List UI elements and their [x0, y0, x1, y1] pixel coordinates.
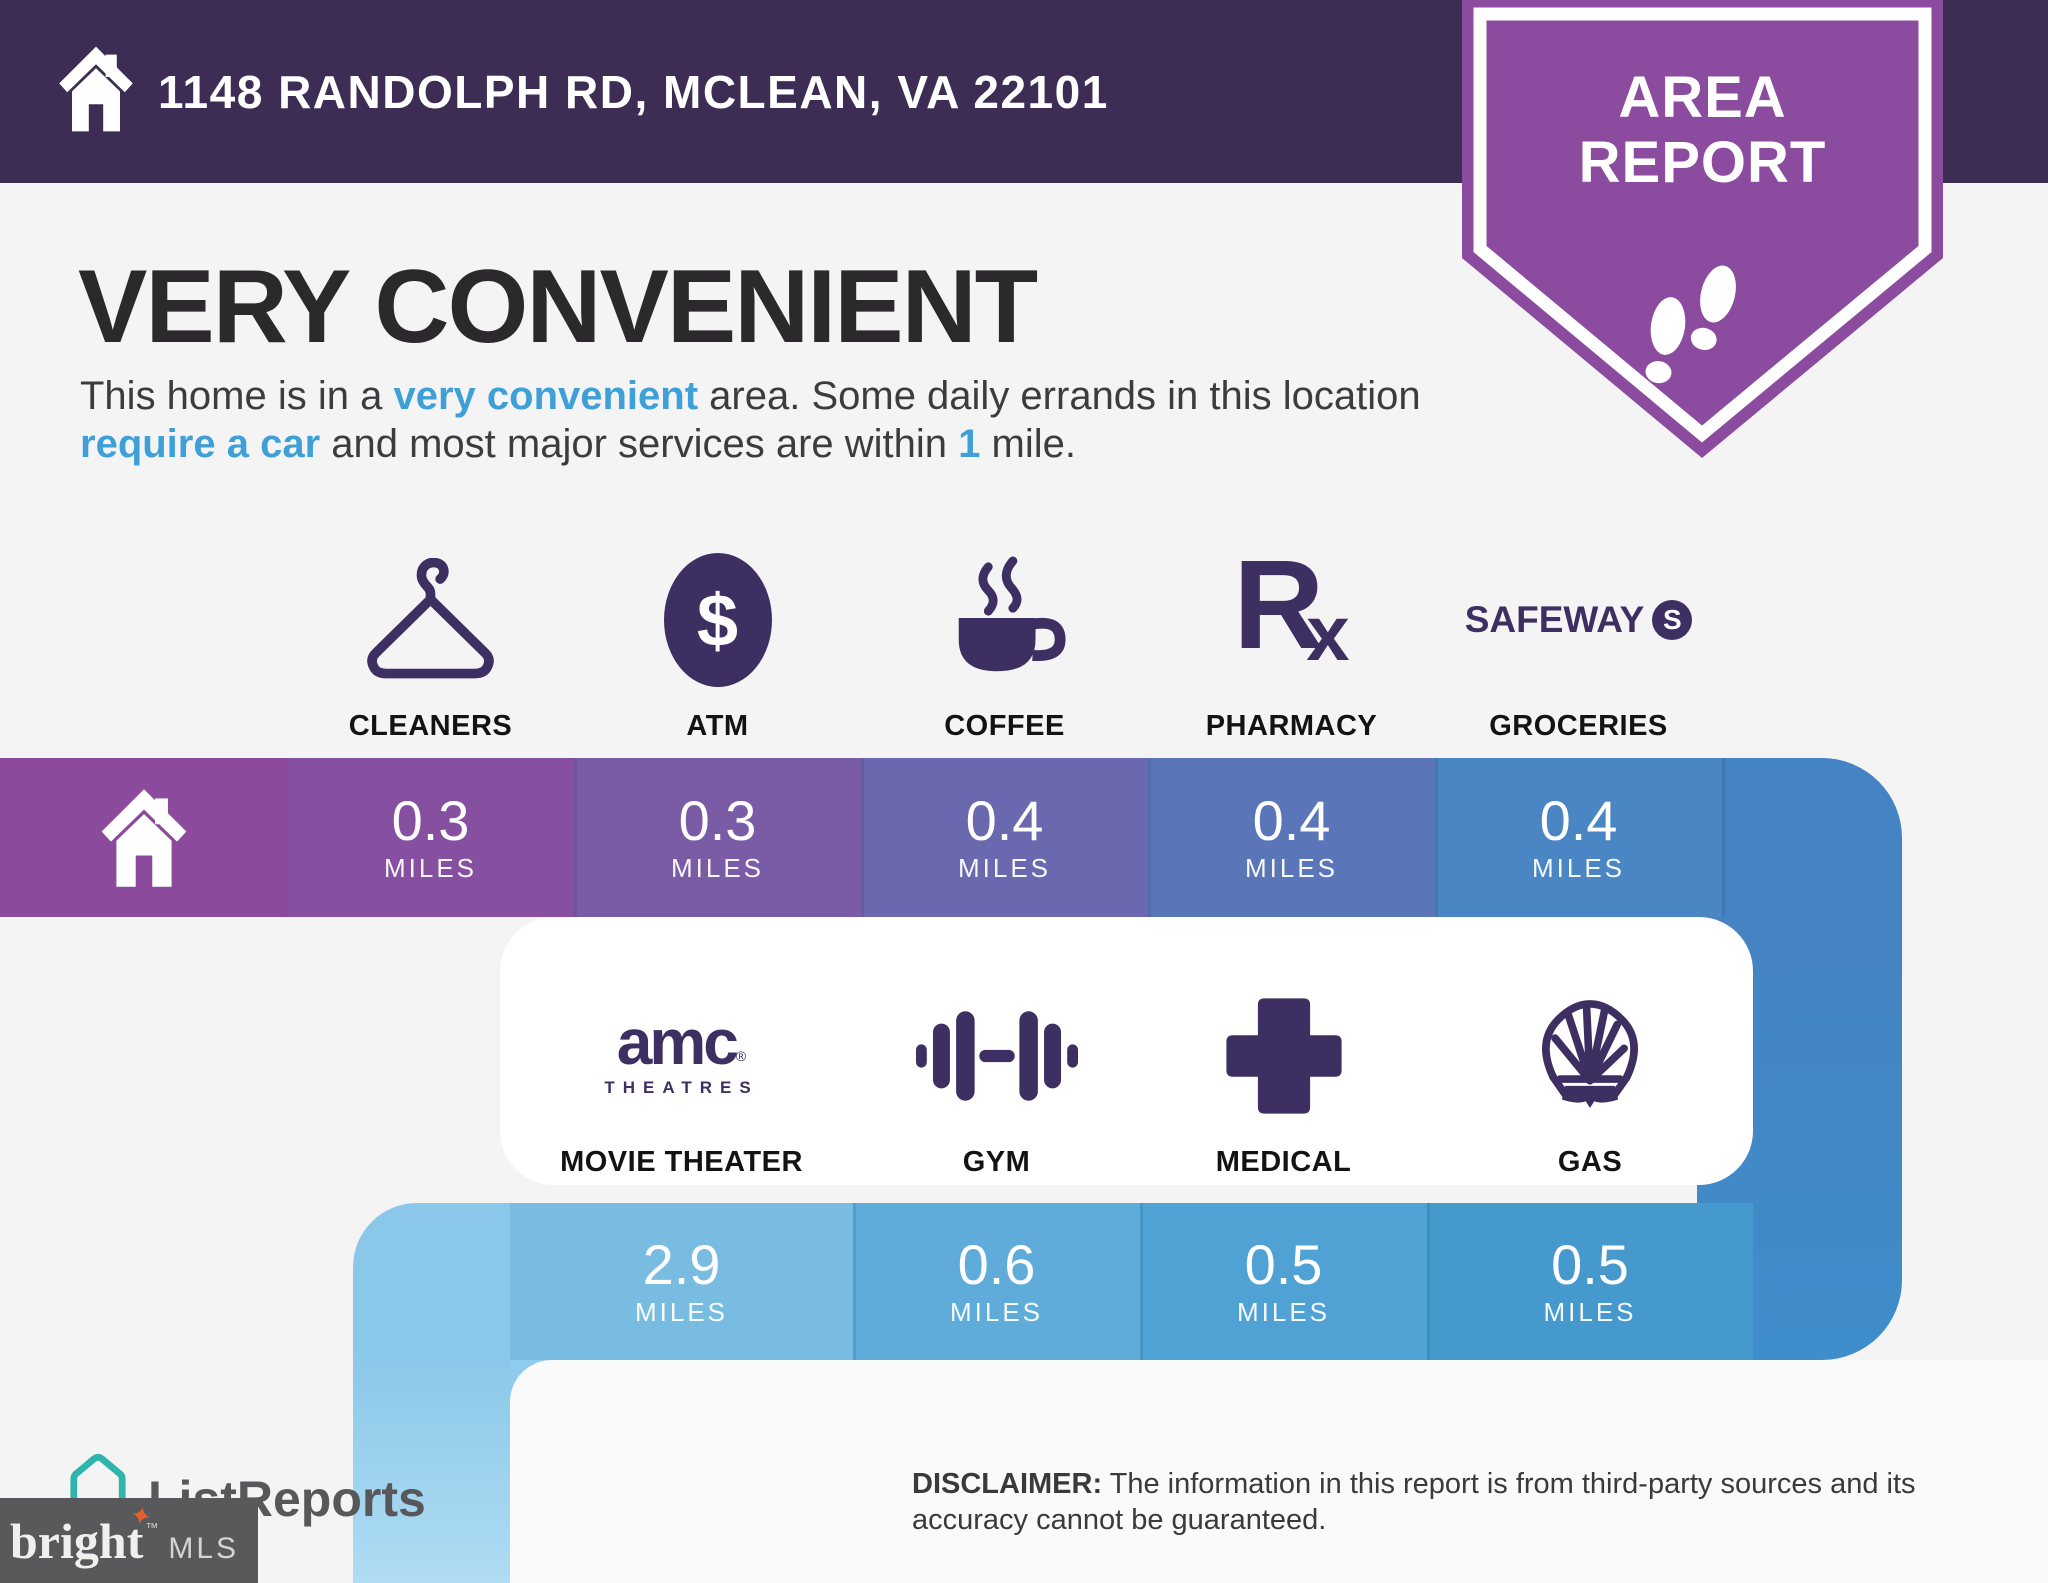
poi-row-drive: amc ® THEATRES MOVIE THEATER [510, 978, 1753, 1179]
area-report-badge [1462, 0, 1943, 458]
summary-accent: very convenient [393, 374, 699, 418]
connector-band-left [353, 1203, 510, 1583]
walk-segment: 0.3 MILES [574, 758, 861, 917]
distance-value: 0.4 [1539, 788, 1618, 852]
drive-segment: 2.9 MILES [510, 1203, 853, 1360]
medical-cross-icon [1221, 978, 1347, 1134]
poi-movie-theater: amc ® THEATRES MOVIE THEATER [510, 978, 853, 1179]
home-icon [59, 46, 133, 132]
summary-accent: 1 [958, 422, 981, 466]
walk-bar-tail [1722, 758, 1902, 917]
poi-gym: GYM [853, 978, 1140, 1179]
amc-wordmark: amc [616, 1006, 739, 1079]
distance-unit: MILES [1244, 852, 1339, 883]
distance-unit: MILES [670, 852, 765, 883]
walk-segment: 0.3 MILES [287, 758, 574, 917]
distance-value: 0.5 [1551, 1232, 1629, 1296]
distance-value: 0.3 [391, 788, 470, 852]
drive-segment: 0.6 MILES [853, 1203, 1140, 1360]
distance-unit: MILES [957, 852, 1052, 883]
coffee-cup-icon [941, 542, 1069, 698]
poi-row-walk: CLEANERS $ ATM COFFEE R x [287, 542, 1722, 743]
poi-label: MEDICAL [1215, 1146, 1352, 1178]
safeway-s-mark: S [1652, 600, 1693, 640]
drive-segment: 0.5 MILES [1140, 1203, 1427, 1360]
distance-value: 0.4 [1252, 788, 1331, 852]
poi-label: MOVIE THEATER [560, 1146, 803, 1178]
dollar-glyph: $ [696, 578, 739, 662]
summary-text: mile. [980, 422, 1076, 466]
hanger-icon [363, 542, 498, 698]
rx-icon: R x [1233, 542, 1349, 698]
connector-band-right [1753, 897, 1902, 1360]
distance-value: 0.5 [1244, 1232, 1323, 1296]
footprints-icon [1645, 265, 1736, 384]
distance-unit: MILES [1543, 1296, 1637, 1327]
distance-value: 2.9 [642, 1232, 721, 1296]
summary-text: This home is in a [80, 374, 394, 418]
poi-medical: MEDICAL [1140, 978, 1427, 1179]
amc-theatres-text: THEATRES [604, 1077, 759, 1097]
walk-segment: 0.4 MILES [1148, 758, 1435, 917]
summary-text: and most major services are within [320, 422, 959, 466]
distance-value: 0.3 [678, 788, 757, 852]
walk-segment: 0.4 MILES [861, 758, 1148, 917]
dumbbell-icon [915, 978, 1078, 1134]
mls-text: MLS [168, 1532, 240, 1565]
bright-mls-logo: bright ™ MLS [0, 1498, 258, 1583]
badge-line1: AREA [1618, 65, 1787, 130]
rx-letter-x: x [1306, 589, 1350, 677]
summary-paragraph: This home is in a very convenient area. … [80, 372, 1470, 468]
poi-pharmacy: R x PHARMACY [1148, 542, 1435, 743]
drive-segment: 0.5 MILES [1427, 1203, 1753, 1360]
rx-letter-r: R [1233, 534, 1325, 675]
safeway-logo: SAFEWAY S [1465, 542, 1693, 698]
page-title: VERY CONVENIENT [78, 249, 1038, 365]
distance-value: 0.4 [965, 788, 1044, 852]
safeway-s: S [1662, 604, 1682, 635]
summary-accent: require a car [80, 422, 321, 466]
badge-line2: REPORT [1578, 129, 1827, 195]
distance-unit: MILES [634, 1296, 729, 1327]
poi-label: ATM [686, 710, 749, 742]
poi-groceries: SAFEWAY S GROCERIES [1435, 542, 1722, 743]
summary-text: area. Some daily errands in this locatio… [698, 374, 1421, 418]
disclaimer: DISCLAIMER: The information in this repo… [912, 1466, 2012, 1538]
walk-distance-bar: 0.3 MILES 0.3 MILES 0.4 MILES 0.4 MILES … [0, 758, 1902, 917]
disclaimer-label: DISCLAIMER: [912, 1468, 1103, 1500]
drive-distance-bar: 2.9 MILES 0.6 MILES 0.5 MILES 0.5 MILES [510, 1203, 1753, 1360]
safeway-wordmark: SAFEWAY [1464, 599, 1645, 640]
poi-gas: GAS [1427, 978, 1753, 1179]
listreports-house-icon [70, 1453, 126, 1514]
property-address: 1148 RANDOLPH RD, MCLEAN, VA 22101 [158, 65, 1109, 118]
dollar-circle-icon: $ [663, 542, 772, 698]
distance-unit: MILES [383, 852, 478, 883]
home-icon [101, 788, 186, 887]
poi-atm: $ ATM [574, 542, 861, 743]
trademark-symbol: ™ [145, 1520, 159, 1535]
distance-unit: MILES [949, 1296, 1044, 1327]
bright-wordmark: bright [10, 1513, 144, 1569]
poi-coffee: COFFEE [861, 542, 1148, 743]
distance-unit: MILES [1236, 1296, 1331, 1327]
amc-theatres-logo: amc ® THEATRES [604, 978, 758, 1134]
badge-title: AREA REPORT [1462, 65, 1943, 196]
poi-label: COFFEE [944, 710, 1065, 742]
registered-mark: ® [735, 1048, 747, 1065]
poi-cleaners: CLEANERS [287, 542, 574, 743]
distance-value: 0.6 [957, 1232, 1036, 1296]
disclaimer-text: The information in this report is from t… [912, 1468, 1916, 1536]
distance-unit: MILES [1531, 852, 1626, 883]
poi-label: GYM [962, 1146, 1031, 1178]
poi-label: GAS [1557, 1146, 1623, 1178]
home-segment [0, 758, 287, 917]
shell-logo [1526, 978, 1654, 1134]
poi-label: PHARMACY [1205, 710, 1378, 742]
poi-label: CLEANERS [348, 710, 513, 742]
bottom-panel [510, 1360, 2048, 1583]
poi-label: GROCERIES [1489, 710, 1668, 742]
walk-segment: 0.4 MILES [1435, 758, 1722, 917]
